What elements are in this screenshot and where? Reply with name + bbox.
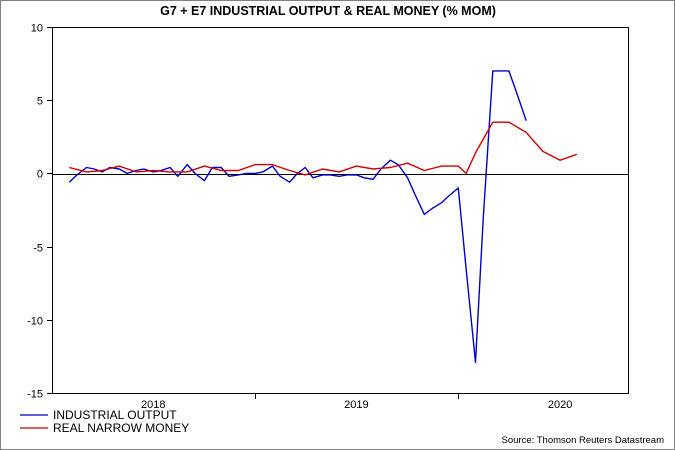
series-layer (68, 70, 578, 363)
chart-title: G7 + E7 INDUSTRIAL OUTPUT & REAL MONEY (… (160, 4, 496, 18)
x-tick-label-2020: 2020 (548, 399, 572, 411)
y-tick-label: 0 (37, 169, 43, 181)
y-tick-label: -5 (33, 243, 43, 255)
x-tick-label-2018: 2018 (141, 399, 165, 411)
y-tick-label: -15 (27, 389, 43, 401)
x-axis: 2018 2019 2020 (141, 393, 572, 411)
series-line-real-narrow-money (69, 121, 578, 176)
legend-label-real-narrow-money: REAL NARROW MONEY (53, 421, 189, 435)
x-tick-label-2019: 2019 (344, 399, 368, 411)
legend: INDUSTRIAL OUTPUT REAL NARROW MONEY (20, 408, 189, 435)
y-tick-label: -10 (27, 316, 43, 328)
y-tick-label: 5 (37, 96, 43, 108)
y-axis: 10 5 0 -5 -10 -15 (27, 23, 52, 401)
legend-label-industrial-output: INDUSTRIAL OUTPUT (53, 408, 177, 422)
y-tick-label: 10 (31, 23, 43, 35)
source-note: Source: Thomson Reuters Datastream (502, 435, 665, 446)
